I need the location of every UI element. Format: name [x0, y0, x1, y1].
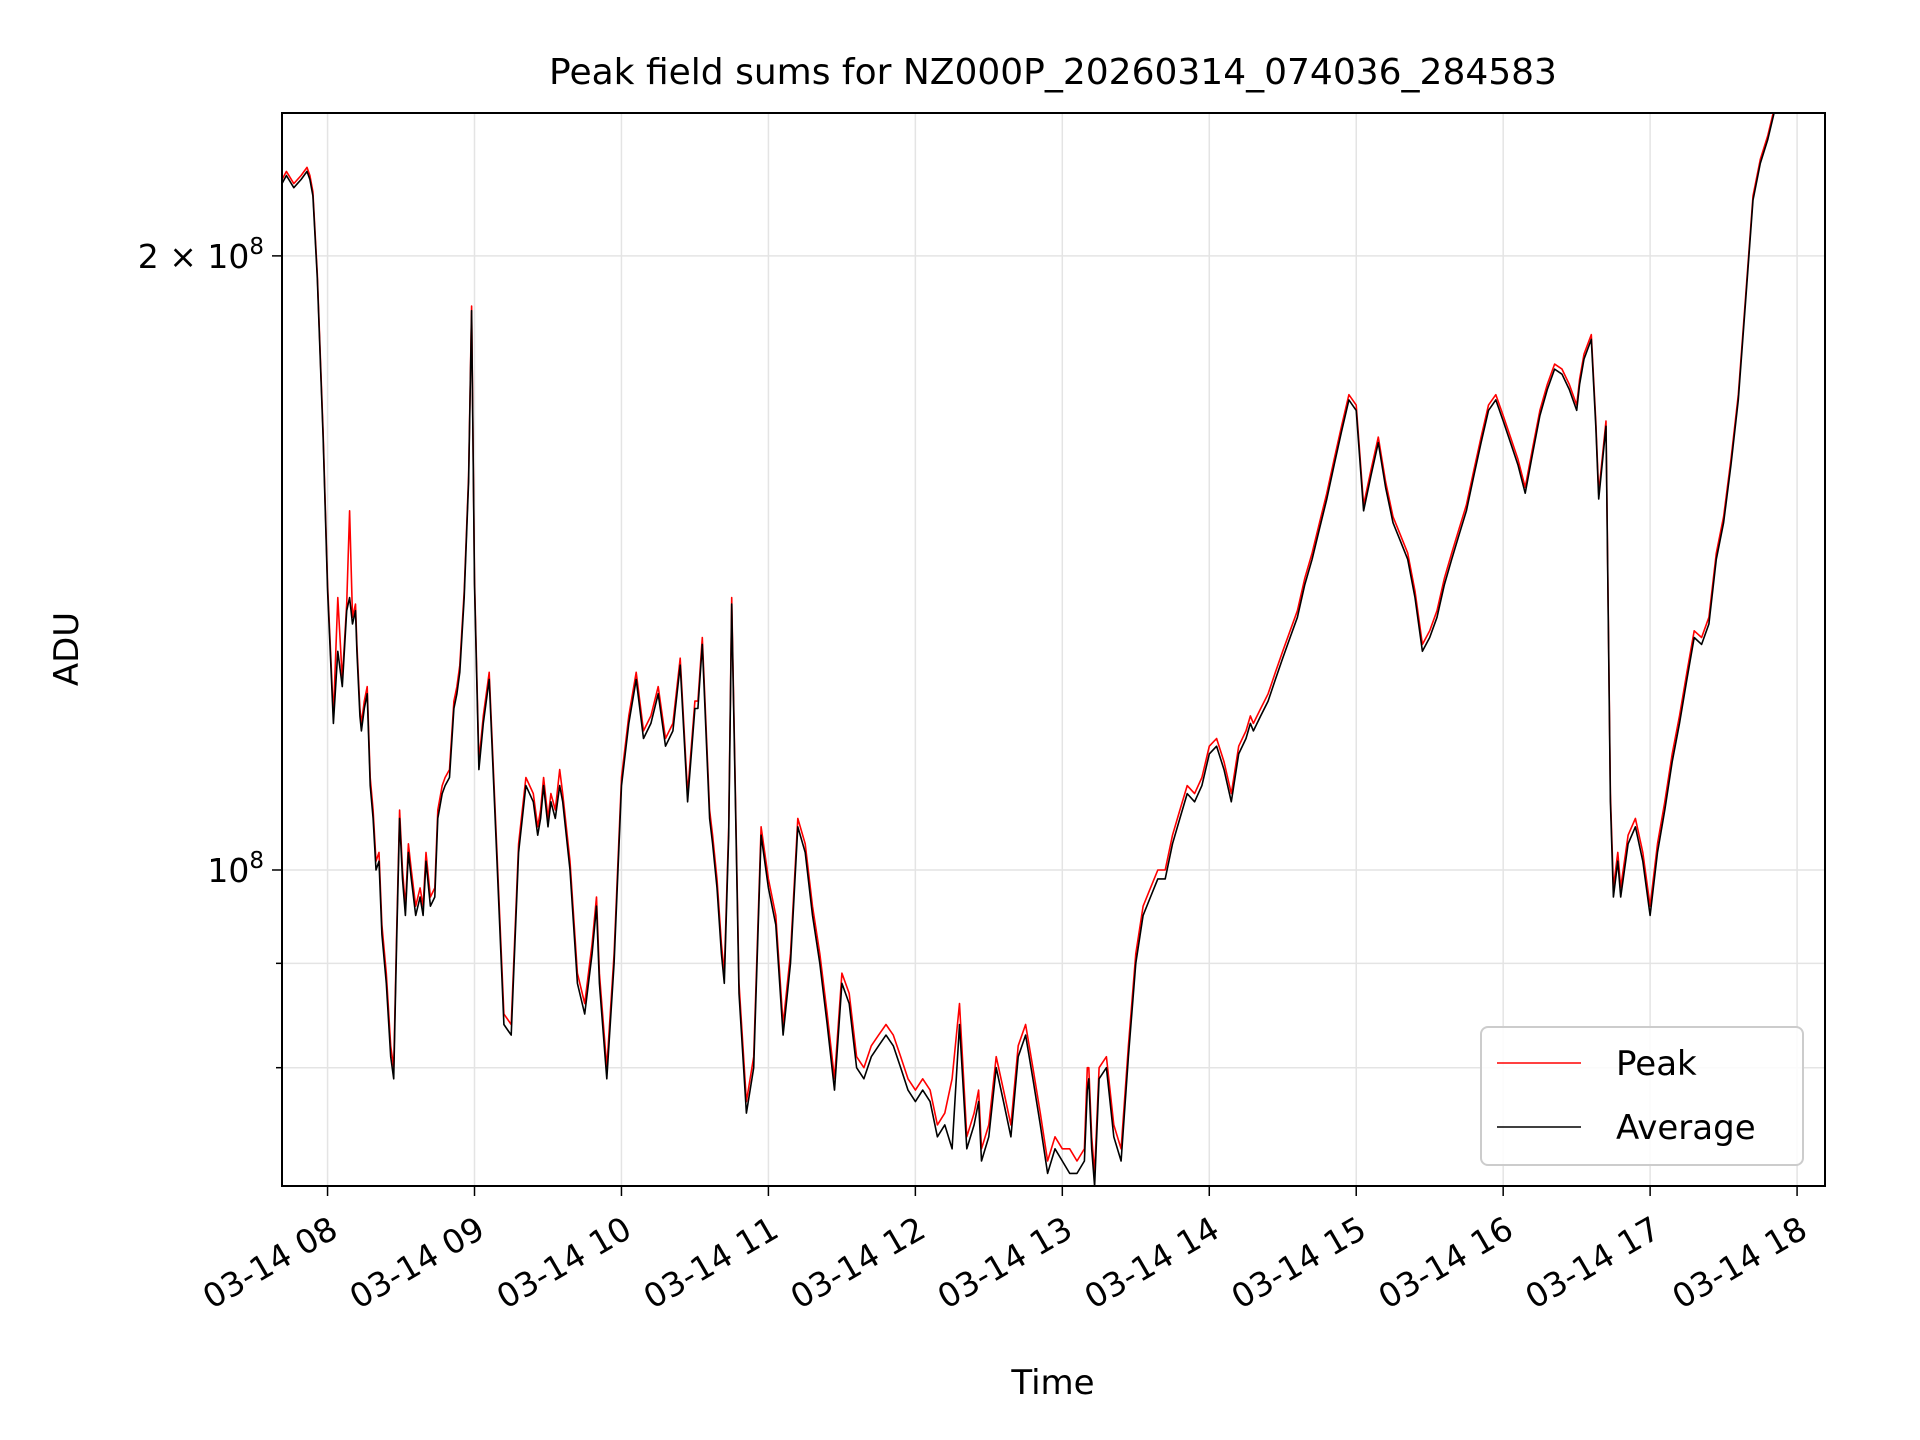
- plot-area: [282, 113, 1825, 1186]
- legend: Peak Average: [1480, 1026, 1804, 1166]
- y-tick-label: 2 × 108: [138, 234, 264, 276]
- series-layer: [282, 113, 1775, 1186]
- y-axis-label: ADU: [47, 612, 87, 686]
- legend-average-label: Average: [1616, 1108, 1756, 1148]
- y-tick-label: 108: [207, 848, 264, 890]
- grid-layer: [282, 113, 1825, 1186]
- x-axis-label: Time: [1010, 1363, 1094, 1403]
- average-series-line: [282, 113, 1775, 1186]
- plot-frame: [281, 112, 1826, 1187]
- y-tick-label-base: 10: [207, 237, 249, 276]
- y-tick-label-base: 10: [207, 851, 249, 890]
- y-tick-label-exp: 8: [249, 848, 264, 874]
- chart-title: Peak field sums for NZ000P_20260314_0740…: [549, 52, 1557, 93]
- y-tick-label-exp: 8: [249, 234, 264, 260]
- legend-peak-label: Peak: [1616, 1044, 1697, 1084]
- legend-box: [1480, 1026, 1804, 1166]
- y-tick-label-prefix: 2 ×: [138, 237, 208, 276]
